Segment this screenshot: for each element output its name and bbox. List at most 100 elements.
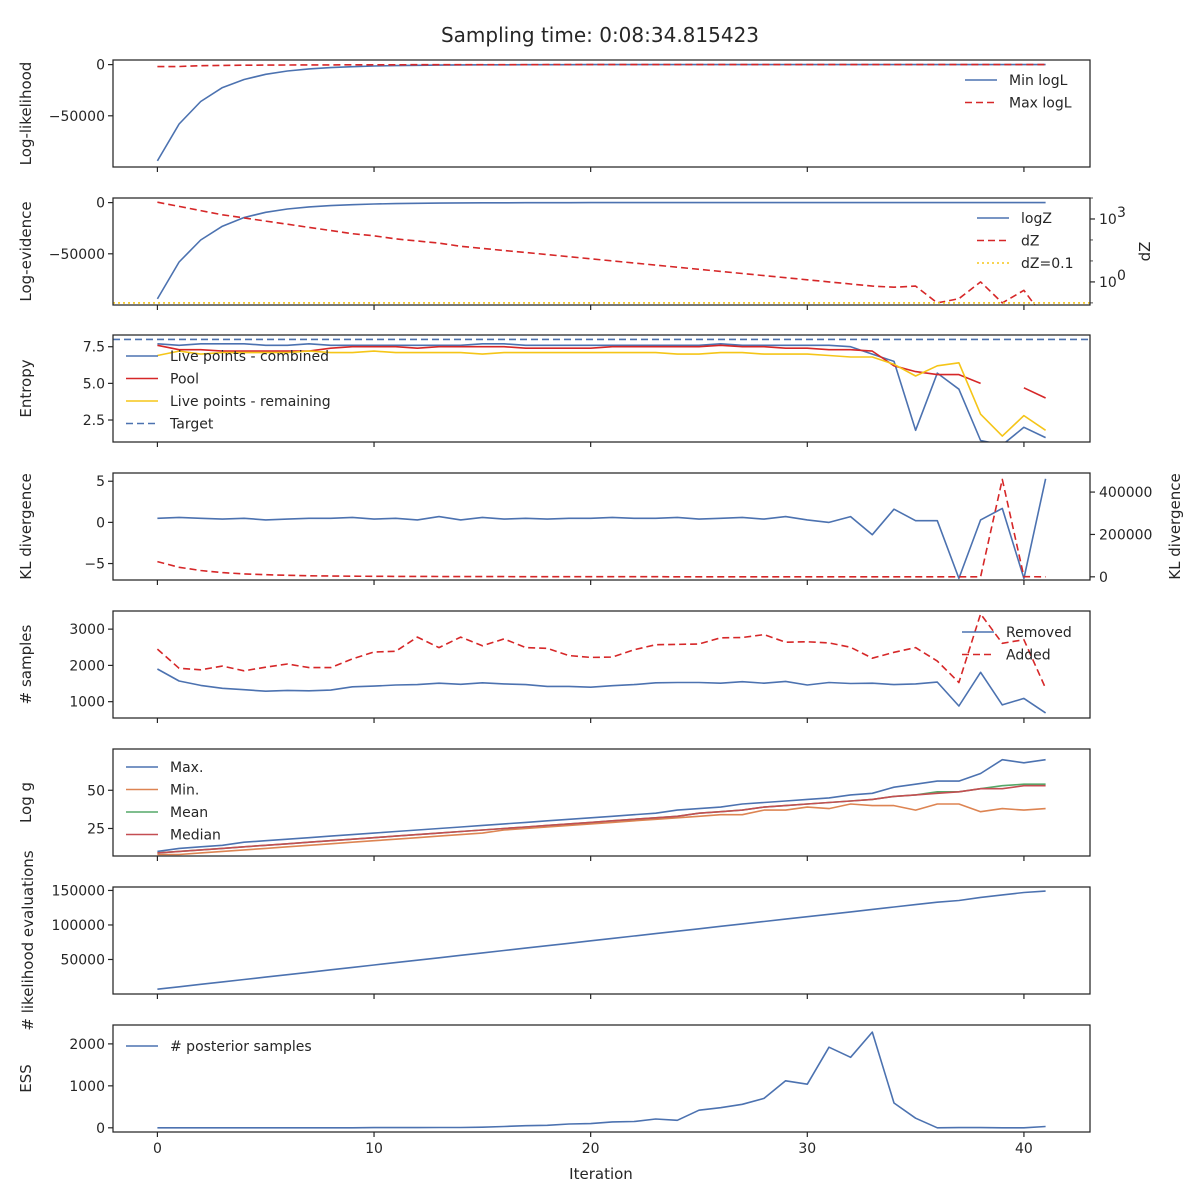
median-line xyxy=(157,784,1046,854)
axes-frame xyxy=(112,1024,1091,1133)
y-tick-label: 1000 xyxy=(69,695,105,711)
live-points-combined-line xyxy=(157,343,1046,442)
y-tick-label: 150000 xyxy=(52,883,105,899)
y-tick-label: 1000 xyxy=(69,1079,105,1095)
y-tick-label: 0 xyxy=(96,58,105,74)
series-group xyxy=(157,890,1046,990)
axes-frame xyxy=(112,472,1091,581)
series-group xyxy=(156,613,1047,714)
legend-entry: Min logL xyxy=(1009,73,1068,89)
y-axis-label: ESS xyxy=(17,1064,35,1093)
series-0-line xyxy=(157,890,1046,990)
min--line xyxy=(157,803,1046,856)
series-group xyxy=(113,201,1090,305)
legend-entry: Live points - remaining xyxy=(170,394,331,410)
legend-entry: Max logL xyxy=(1009,96,1072,112)
y-tick-label: 100000 xyxy=(52,918,105,934)
legend-entry: Pool xyxy=(170,372,199,388)
legend-entry: Min. xyxy=(170,783,199,799)
series-group xyxy=(157,478,1047,580)
y-axis-label: Entropy xyxy=(17,359,35,417)
axes-frame xyxy=(112,197,1091,306)
legend-entry: Mean xyxy=(170,805,208,821)
y-tick-label: −5 xyxy=(84,557,105,573)
min-logl-line xyxy=(156,63,1046,162)
panel-5: 1000 2000 3000 # samples Removed Added xyxy=(17,610,1091,723)
y-axis-label: # samples xyxy=(17,624,35,704)
y-tick-label: −50000 xyxy=(49,109,105,125)
series-0-line xyxy=(157,478,1047,580)
y2-tick-label: 10 xyxy=(1099,212,1117,228)
y-axis-label: Log g xyxy=(17,782,35,823)
y2-tick-exponent: 3 xyxy=(1117,205,1126,221)
x-tick-label: 0 xyxy=(153,1141,162,1157)
y-tick-label: 0 xyxy=(96,196,105,212)
x-tick-label: 20 xyxy=(582,1141,600,1157)
series-group xyxy=(157,758,1046,856)
series-group xyxy=(156,63,1046,162)
panel-4: 5 0 −5 0 200000 400000 KL divergence KL diverge… xyxy=(17,472,1184,586)
y-axis-label: KL divergence xyxy=(17,473,35,579)
y-tick-label: 5 xyxy=(96,474,105,490)
panel-6: 25 50 Log g Max. Min. Mean Median xyxy=(17,748,1091,861)
y-tick-label: 2000 xyxy=(69,1037,105,1053)
y2-tick-label: 0 xyxy=(1099,570,1108,586)
y-tick-label: 0 xyxy=(96,515,105,531)
legend-entry: Target xyxy=(169,417,214,433)
y-tick-label: 25 xyxy=(87,821,105,837)
axes-frame xyxy=(112,334,1091,443)
y-tick-label: 2000 xyxy=(69,658,105,674)
y-tick-label: 3000 xyxy=(69,622,105,638)
y-tick-label: 50000 xyxy=(60,952,105,968)
-posterior-samples-line xyxy=(157,1031,1046,1129)
legend-entry: # posterior samples xyxy=(170,1039,312,1055)
removed-line xyxy=(157,668,1047,714)
y2-tick-exponent: 0 xyxy=(1117,268,1126,284)
x-tick-label: 10 xyxy=(365,1141,383,1157)
figure-title: Sampling time: 0:08:34.815423 xyxy=(441,23,759,47)
y-axis-label: # likelihood evaluations xyxy=(19,850,37,1030)
dz-line xyxy=(157,201,1036,305)
y-tick-label: 5.0 xyxy=(83,376,105,392)
series-group xyxy=(113,338,1090,442)
x-tick-label: 40 xyxy=(1015,1141,1033,1157)
logz-line xyxy=(156,201,1046,300)
legend-entry: Live points - combined xyxy=(170,349,329,365)
y-tick-label: 50 xyxy=(87,783,105,799)
legend-entry: Removed xyxy=(1006,625,1072,641)
axes-frame xyxy=(112,886,1091,995)
panel-8: 0 1000 2000 0 10 20 30 40 ESS # posterior samples xyxy=(17,1024,1091,1157)
axes-frame xyxy=(112,610,1091,719)
series-1-line xyxy=(157,478,1046,578)
legend-entry: logZ xyxy=(1021,211,1052,227)
y-tick-label: 7.5 xyxy=(83,340,105,356)
panel-1: 0 −50000 Log-likelihood Min logL Max logL xyxy=(17,58,1091,172)
y-tick-label: −50000 xyxy=(49,247,105,263)
y2-axis-label: KL divergence xyxy=(1166,473,1184,579)
max-logl-line xyxy=(157,63,1046,68)
legend-entry: Max. xyxy=(170,760,203,776)
y-tick-label: 2.5 xyxy=(83,413,105,429)
added-line xyxy=(156,613,1047,689)
x-axis-label: Iteration xyxy=(569,1165,633,1183)
legend-entry: dZ=0.1 xyxy=(1021,256,1073,272)
y2-axis-label: dZ xyxy=(1136,242,1154,262)
y2-tick-label: 200000 xyxy=(1099,527,1152,543)
axes-frame xyxy=(112,59,1091,168)
panel-3: 2.5 5.0 7.5 Entropy Live points - combined Po… xyxy=(17,334,1091,447)
panel-7: 50000 100000 150000 # likelihood evaluation… xyxy=(19,850,1091,1031)
max--line xyxy=(157,758,1046,853)
x-tick-label: 30 xyxy=(798,1141,816,1157)
legend-entry: Median xyxy=(170,828,221,844)
legend-entry: dZ xyxy=(1021,234,1039,250)
y2-tick-label: 10 xyxy=(1099,275,1117,291)
y-tick-label: 0 xyxy=(96,1121,105,1137)
y-axis-label: Log-evidence xyxy=(17,201,35,301)
legend-entry: Added xyxy=(1006,648,1051,664)
y-axis-label: Log-likelihood xyxy=(17,62,35,166)
live-points-remaining-line xyxy=(157,350,1047,437)
y2-tick-label: 400000 xyxy=(1099,485,1152,501)
